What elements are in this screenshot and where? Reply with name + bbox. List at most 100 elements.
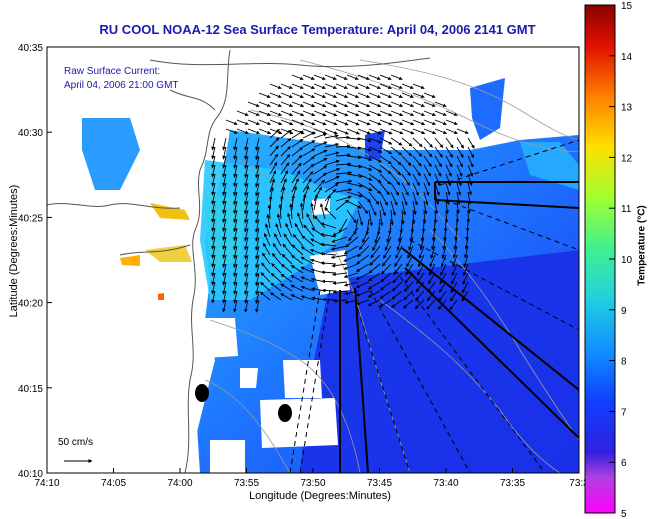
current-vector [247, 101, 260, 107]
current-vector [405, 263, 414, 276]
current-vector [408, 236, 414, 251]
current-vector [335, 92, 349, 99]
current-vector [233, 290, 238, 304]
current-vector [291, 254, 304, 265]
station-marker [278, 404, 292, 422]
current-vector [374, 227, 381, 244]
warm-patch [200, 160, 360, 300]
current-vector [324, 83, 337, 90]
current-vector [368, 164, 383, 173]
current-vector [449, 299, 458, 311]
colorbar-tick-label: 11 [621, 204, 632, 215]
current-vector [456, 200, 460, 214]
current-vector [302, 193, 307, 211]
current-vector [244, 299, 249, 313]
current-vector [343, 245, 359, 255]
current-vector [331, 236, 348, 243]
current-vector [461, 290, 469, 302]
current-vector [222, 254, 227, 268]
current-vector [343, 263, 359, 270]
current-vector [335, 101, 349, 108]
coastline [47, 49, 431, 473]
current-vector [431, 236, 436, 251]
current-vector [255, 146, 260, 161]
current-vector [280, 101, 294, 108]
current-vector [222, 236, 227, 250]
current-vector [393, 263, 403, 276]
y-tick-label: 40:15 [18, 384, 43, 395]
current-vector [244, 218, 249, 233]
current-vector [211, 272, 216, 286]
map-area [47, 47, 579, 473]
current-vector [379, 92, 393, 99]
current-vector [331, 263, 348, 268]
current-vector [322, 297, 337, 302]
current-vector [324, 182, 339, 193]
current-vector [456, 173, 462, 187]
current-vector [255, 191, 260, 206]
current-vector [211, 182, 216, 196]
current-vector [357, 191, 371, 203]
current-vector [244, 290, 249, 304]
current-vector [418, 245, 425, 259]
current-vector [357, 164, 373, 171]
current-vector [346, 191, 363, 198]
current-vector [269, 83, 282, 89]
current-vector [332, 272, 348, 277]
current-vector [357, 83, 370, 90]
current-vector [233, 146, 238, 160]
current-vector [211, 209, 216, 223]
current-vector [265, 223, 271, 238]
current-vector [423, 164, 432, 177]
current-vector [423, 119, 437, 126]
current-vector [260, 272, 271, 283]
x-tick-label: 73:45 [367, 478, 392, 489]
current-vector [324, 74, 337, 80]
current-vector [330, 245, 348, 251]
current-vector [402, 299, 414, 309]
current-vector [379, 209, 384, 227]
current-vector [379, 290, 392, 299]
current-vector [391, 281, 403, 292]
current-vector [291, 162, 302, 175]
current-vector [434, 110, 447, 116]
current-vector [313, 172, 327, 184]
current-vector [270, 292, 282, 301]
current-vector [291, 170, 301, 184]
current-vector [368, 128, 382, 135]
current-vector [409, 227, 414, 243]
current-vector [211, 164, 216, 178]
current-vector [271, 263, 282, 274]
current-vector [302, 83, 315, 90]
current-vector [426, 299, 436, 310]
current-vector [346, 101, 360, 108]
current-vector [368, 272, 381, 282]
current-vector [303, 224, 315, 238]
current-vector [368, 155, 383, 163]
current-vector [423, 128, 437, 135]
current-vector [445, 164, 452, 177]
current-vector [266, 213, 271, 229]
current-vector [412, 137, 423, 148]
warm-coast [145, 245, 192, 262]
current-vector [445, 191, 450, 205]
current-vector [222, 173, 227, 187]
current-vector [369, 254, 381, 266]
current-vector [372, 236, 381, 251]
current-vector [346, 164, 363, 169]
current-vector [426, 290, 436, 302]
current-vector [343, 272, 359, 279]
current-vector [362, 227, 370, 244]
current-vector [222, 155, 227, 169]
current-vector [335, 83, 348, 90]
current-vector [346, 92, 360, 99]
current-vector [280, 146, 291, 157]
current-vector [379, 164, 392, 175]
current-vector [390, 74, 403, 80]
current-vector [412, 110, 426, 117]
colorbar-tick-label: 14 [621, 52, 633, 63]
current-vector [429, 254, 436, 268]
current-vector [263, 232, 271, 247]
current-vector [244, 236, 249, 251]
